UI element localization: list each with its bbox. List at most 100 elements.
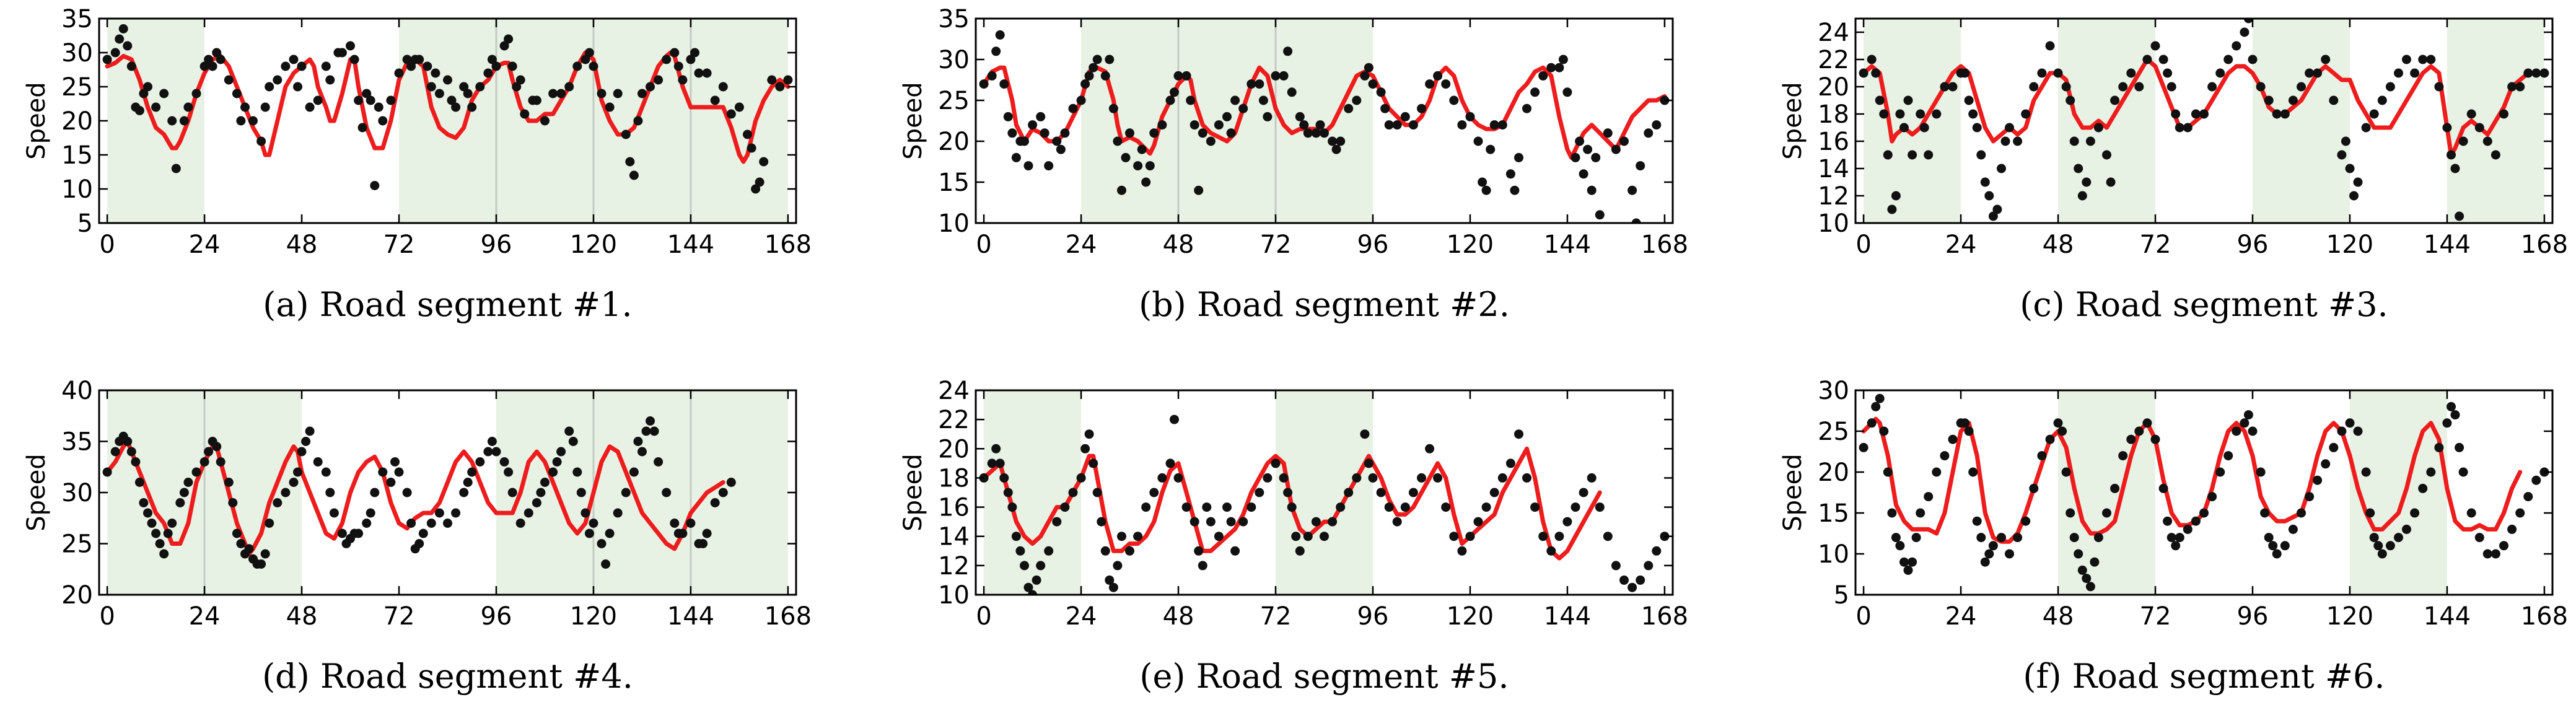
data-point bbox=[1189, 120, 1199, 130]
data-point bbox=[1968, 109, 1978, 119]
y-tick-label: 18 bbox=[938, 464, 970, 493]
data-point bbox=[2329, 95, 2339, 105]
data-point bbox=[1279, 71, 1289, 81]
data-point bbox=[487, 55, 497, 64]
data-point bbox=[646, 416, 655, 426]
chart-panel-3: 0 24 48 72 96 120 144 1681012141618202224Speed(… bbox=[1779, 17, 2568, 324]
data-point bbox=[1117, 532, 1126, 541]
data-point bbox=[208, 61, 217, 71]
data-point bbox=[1303, 128, 1313, 138]
data-point bbox=[548, 89, 558, 99]
data-point bbox=[2458, 136, 2468, 146]
data-point bbox=[1023, 582, 1033, 592]
data-point bbox=[1226, 517, 1236, 527]
data-point bbox=[2341, 136, 2350, 146]
data-point bbox=[1028, 590, 1038, 595]
x-tick-label: 168 bbox=[764, 602, 812, 631]
y-tick-label: 20 bbox=[61, 581, 93, 610]
data-point bbox=[1060, 128, 1070, 138]
data-point bbox=[1579, 488, 1588, 497]
y-axis-title: Speed bbox=[899, 82, 927, 159]
data-point bbox=[2037, 68, 2047, 78]
y-tick-label: 15 bbox=[61, 141, 93, 170]
data-point bbox=[1988, 541, 1998, 551]
data-point bbox=[418, 528, 428, 538]
data-point bbox=[273, 75, 283, 85]
data-point bbox=[378, 116, 388, 126]
data-point bbox=[999, 473, 1009, 483]
data-point bbox=[289, 55, 299, 64]
data-point bbox=[2061, 467, 2071, 477]
shaded-region bbox=[690, 19, 788, 223]
y-tick-label: 25 bbox=[61, 73, 93, 102]
data-point bbox=[175, 498, 185, 507]
data-point bbox=[613, 89, 623, 99]
y-tick-label: 20 bbox=[61, 107, 93, 136]
data-point bbox=[1887, 204, 1897, 214]
plot-data bbox=[1859, 19, 2549, 221]
data-point bbox=[1198, 128, 1207, 138]
data-point bbox=[1238, 517, 1248, 527]
data-point bbox=[297, 447, 307, 457]
data-point bbox=[2061, 82, 2071, 92]
data-point bbox=[1287, 502, 1297, 512]
data-point bbox=[2077, 191, 2087, 201]
data-point bbox=[1108, 103, 1118, 113]
data-point bbox=[1465, 532, 1475, 541]
data-point bbox=[260, 549, 270, 559]
data-point bbox=[552, 457, 562, 467]
data-point bbox=[1206, 517, 1216, 527]
data-point bbox=[564, 426, 574, 436]
data-point bbox=[199, 457, 209, 467]
data-point bbox=[329, 508, 339, 518]
data-point bbox=[987, 458, 997, 468]
y-tick-label: 20 bbox=[1818, 73, 1849, 102]
data-point bbox=[265, 82, 274, 92]
data-point bbox=[1222, 112, 1232, 121]
data-point bbox=[1295, 546, 1305, 556]
y-tick-label: 14 bbox=[1818, 155, 1849, 183]
data-point bbox=[1137, 144, 1147, 154]
data-point bbox=[726, 109, 736, 119]
data-point bbox=[1879, 109, 1889, 119]
data-point bbox=[463, 89, 473, 99]
data-point bbox=[1916, 508, 1925, 518]
data-point bbox=[670, 519, 680, 528]
data-point bbox=[2082, 177, 2092, 187]
y-tick-label: 22 bbox=[1818, 46, 1849, 74]
data-point bbox=[1486, 144, 1496, 154]
data-point bbox=[1311, 517, 1321, 527]
data-point bbox=[1100, 546, 1110, 556]
data-point bbox=[2272, 549, 2282, 559]
data-point bbox=[1895, 109, 1905, 119]
data-point bbox=[426, 82, 436, 92]
data-point bbox=[1113, 136, 1123, 146]
data-point bbox=[1400, 502, 1410, 512]
subfigure-caption: (f) Road segment #6. bbox=[2023, 657, 2385, 696]
data-point bbox=[1044, 546, 1054, 556]
x-tick-label: 168 bbox=[1641, 602, 1688, 631]
data-point bbox=[1255, 488, 1264, 497]
data-point bbox=[2082, 574, 2092, 584]
data-point bbox=[1546, 546, 1556, 556]
data-point bbox=[1522, 103, 1531, 113]
shaded-region bbox=[1864, 19, 1961, 223]
data-point bbox=[443, 75, 452, 85]
shaded-region bbox=[2349, 390, 2447, 595]
x-tick-label: 96 bbox=[1357, 602, 1389, 631]
data-point bbox=[2394, 68, 2403, 78]
data-point bbox=[1186, 95, 1196, 105]
data-point bbox=[2240, 27, 2250, 37]
data-point bbox=[1899, 123, 1909, 133]
data-point bbox=[394, 467, 404, 477]
x-tick-label: 96 bbox=[2237, 230, 2269, 259]
data-point bbox=[504, 34, 514, 44]
y-tick-label: 16 bbox=[938, 494, 970, 522]
data-point bbox=[2057, 426, 2067, 436]
x-tick-label: 72 bbox=[2140, 602, 2171, 631]
data-point bbox=[459, 488, 469, 497]
data-point bbox=[2171, 109, 2181, 119]
data-point bbox=[1940, 82, 1950, 92]
data-point bbox=[629, 467, 639, 477]
data-point bbox=[1538, 532, 1548, 541]
